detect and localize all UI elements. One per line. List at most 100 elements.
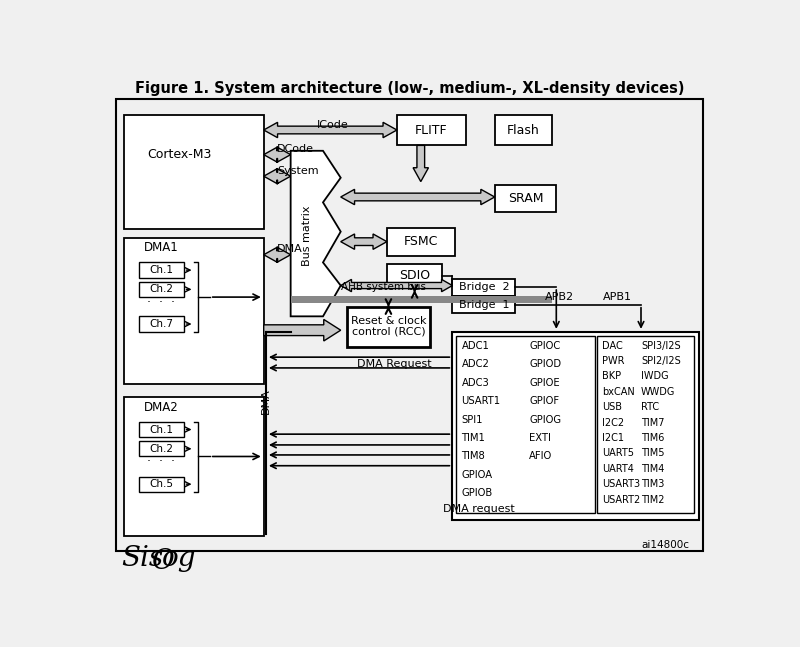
Text: GPIOD: GPIOD (530, 359, 562, 369)
Polygon shape (264, 122, 397, 138)
Bar (494, 186, 556, 212)
Text: ICode: ICode (317, 120, 349, 129)
Text: Ch.1: Ch.1 (150, 265, 174, 275)
Text: TIM7: TIM7 (641, 417, 665, 428)
Text: Bridge  2: Bridge 2 (458, 282, 510, 292)
Text: Ch.1: Ch.1 (150, 424, 174, 435)
Polygon shape (341, 280, 452, 292)
Polygon shape (264, 320, 341, 341)
Bar (139, 263, 184, 278)
Bar (139, 476, 184, 492)
Text: SRAM: SRAM (508, 192, 543, 205)
Text: UART5: UART5 (602, 448, 634, 459)
Bar (139, 422, 184, 437)
Text: Sis: Sis (121, 545, 163, 573)
Text: System: System (277, 166, 318, 176)
Text: FSMC: FSMC (403, 235, 438, 248)
Text: USART3: USART3 (602, 479, 640, 489)
Text: ADC3: ADC3 (462, 378, 490, 388)
Bar (387, 228, 454, 256)
Text: DCode: DCode (277, 144, 314, 154)
Text: PWR: PWR (602, 356, 624, 366)
Bar (397, 115, 466, 146)
Text: Ch.2: Ch.2 (150, 285, 174, 294)
Bar (123, 238, 264, 384)
Bar (123, 397, 264, 536)
Text: Figure 1. System architecture (low-, medium-, XL-density devices): Figure 1. System architecture (low-, med… (135, 81, 685, 96)
Text: control (RCC): control (RCC) (352, 327, 426, 336)
Bar (123, 115, 264, 228)
Text: Ch.5: Ch.5 (150, 479, 174, 489)
Text: TIM2: TIM2 (641, 494, 665, 505)
Text: O: O (152, 548, 175, 575)
Text: ai14800c: ai14800c (642, 540, 690, 550)
Text: WWDG: WWDG (641, 387, 675, 397)
Bar (452, 279, 515, 296)
Bar (494, 115, 553, 146)
Text: ADC2: ADC2 (462, 359, 490, 369)
Bar (597, 336, 694, 512)
Text: I2C1: I2C1 (602, 433, 624, 443)
Text: SPI3/I2S: SPI3/I2S (641, 340, 681, 351)
Text: IWDG: IWDG (641, 371, 669, 381)
Text: DMA: DMA (277, 243, 302, 254)
Text: GPIOE: GPIOE (530, 378, 560, 388)
Text: Flash: Flash (507, 124, 539, 137)
Text: USB: USB (602, 402, 622, 412)
Text: DMA: DMA (261, 388, 271, 414)
Text: GPIOB: GPIOB (462, 488, 493, 498)
Text: GPIOA: GPIOA (462, 470, 493, 480)
Text: SDIO: SDIO (399, 269, 430, 282)
Text: AFIO: AFIO (530, 452, 553, 461)
Polygon shape (264, 147, 290, 162)
Text: I2C2: I2C2 (602, 417, 624, 428)
Text: DMA request: DMA request (443, 504, 515, 514)
Text: USART1: USART1 (462, 396, 501, 406)
Text: EXTI: EXTI (530, 433, 551, 443)
Bar (456, 336, 595, 512)
Text: TIM1: TIM1 (462, 433, 486, 443)
Text: USART2: USART2 (602, 494, 640, 505)
Bar (452, 332, 698, 520)
Text: DAC: DAC (602, 340, 622, 351)
Text: Bus matrix: Bus matrix (302, 205, 312, 266)
Text: TIM8: TIM8 (462, 452, 486, 461)
Text: TIM6: TIM6 (641, 433, 664, 443)
Text: Ch.7: Ch.7 (150, 319, 174, 329)
Bar (139, 281, 184, 297)
Text: APB1: APB1 (602, 292, 631, 302)
Text: TIM5: TIM5 (641, 448, 665, 459)
Text: GPIOG: GPIOG (530, 415, 562, 424)
Bar (139, 316, 184, 332)
Text: AHB system bus: AHB system bus (341, 283, 426, 292)
Bar (290, 296, 553, 303)
Text: DMA2: DMA2 (144, 400, 179, 413)
Polygon shape (290, 151, 341, 316)
Text: ·  ·  ·: · · · (147, 296, 175, 309)
Text: FLITF: FLITF (415, 124, 448, 137)
Bar (387, 264, 442, 287)
Text: BKP: BKP (602, 371, 621, 381)
Text: TIM4: TIM4 (641, 464, 664, 474)
Text: Reset & clock: Reset & clock (350, 316, 426, 326)
Polygon shape (341, 190, 494, 204)
Bar (452, 296, 515, 313)
Text: SPI1: SPI1 (462, 415, 483, 424)
Text: og: og (162, 545, 196, 573)
Polygon shape (413, 146, 429, 182)
Bar (347, 307, 430, 347)
Text: RTC: RTC (641, 402, 659, 412)
Text: SPI2/I2S: SPI2/I2S (641, 356, 681, 366)
Polygon shape (264, 247, 290, 263)
Text: UART4: UART4 (602, 464, 634, 474)
Text: DMA1: DMA1 (144, 241, 179, 254)
Text: ADC1: ADC1 (462, 340, 490, 351)
Text: Cortex-M3: Cortex-M3 (147, 148, 211, 161)
Text: GPIOC: GPIOC (530, 340, 561, 351)
Text: Ch.2: Ch.2 (150, 444, 174, 454)
Bar (139, 441, 184, 457)
Text: DMA Request: DMA Request (358, 359, 432, 369)
Text: TIM3: TIM3 (641, 479, 664, 489)
Text: APB2: APB2 (545, 292, 574, 302)
Polygon shape (341, 234, 387, 249)
